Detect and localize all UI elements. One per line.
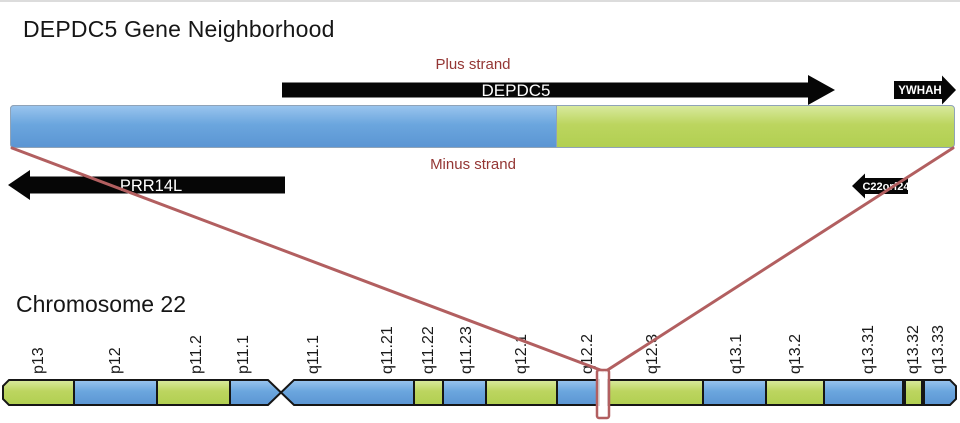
chromosome-band-q13-33 xyxy=(923,379,957,406)
gene-arrow-prr14l xyxy=(8,170,285,200)
band-label-q13-33: q13.33 xyxy=(930,325,947,374)
plus-strand-label: Plus strand xyxy=(435,56,511,73)
chromosome-band-p13 xyxy=(2,379,75,406)
gene-label-depdc5: DEPDC5 xyxy=(482,81,551,100)
chromosome-band-p11-2 xyxy=(156,379,231,406)
chromosome-band-q12-1 xyxy=(485,379,558,406)
chromosome-band-q11-1-q11-21 xyxy=(279,379,415,406)
band-label-q13-2: q13.2 xyxy=(787,334,804,374)
gene-arrow-c22orf24 xyxy=(852,173,908,199)
chromosome-band-p11-1 xyxy=(229,379,283,406)
band-label-q12-1: q12.1 xyxy=(513,334,530,374)
band-label-p11-2: p11.2 xyxy=(188,335,205,374)
chromosome-band-q11-22 xyxy=(413,379,444,406)
connector-line-left xyxy=(10,146,605,373)
chromosome-band-q13-32 xyxy=(904,379,923,406)
chromosome-band-q13-1 xyxy=(702,379,767,406)
gene-label-ywhah: YWHAH xyxy=(898,85,941,97)
page-title: DEPDC5 Gene Neighborhood xyxy=(23,16,335,42)
top-border-line xyxy=(0,0,960,2)
chromosome-band-q12-2 xyxy=(556,379,600,406)
band-label-q11-21: q11.21 xyxy=(379,326,396,374)
chromosome-title: Chromosome 22 xyxy=(16,291,187,317)
band-label-q13-31: q13.31 xyxy=(860,325,877,374)
gene-arrow-ywhah xyxy=(894,75,956,105)
chromosome-band-q11-23 xyxy=(442,379,487,406)
region-marker xyxy=(595,368,611,420)
band-label-p12: p12 xyxy=(107,347,124,374)
gene-arrow-depdc5 xyxy=(282,75,835,105)
band-label-q13-32: q13.32 xyxy=(905,325,922,374)
chromosome-band-q13-31 xyxy=(823,379,904,406)
band-label-p11-1: p11.1 xyxy=(235,335,252,374)
gene-label-prr14l: PRR14L xyxy=(120,177,182,195)
connector-line-right xyxy=(604,146,955,373)
band-label-q13-1: q13.1 xyxy=(728,334,745,374)
band-label-q11-23: q11.23 xyxy=(458,326,475,374)
minus-strand-label: Minus strand xyxy=(430,156,516,173)
gene-bar-blue-segment xyxy=(10,105,557,148)
chromosome-band-p12 xyxy=(73,379,158,406)
band-label-q11-22: q11.22 xyxy=(420,326,437,374)
band-label-p13: p13 xyxy=(30,347,47,374)
band-label-q11-1: q11.1 xyxy=(305,335,322,374)
chromosome-band-q12-3 xyxy=(607,379,704,406)
chromosome-band-q13-2 xyxy=(765,379,825,406)
